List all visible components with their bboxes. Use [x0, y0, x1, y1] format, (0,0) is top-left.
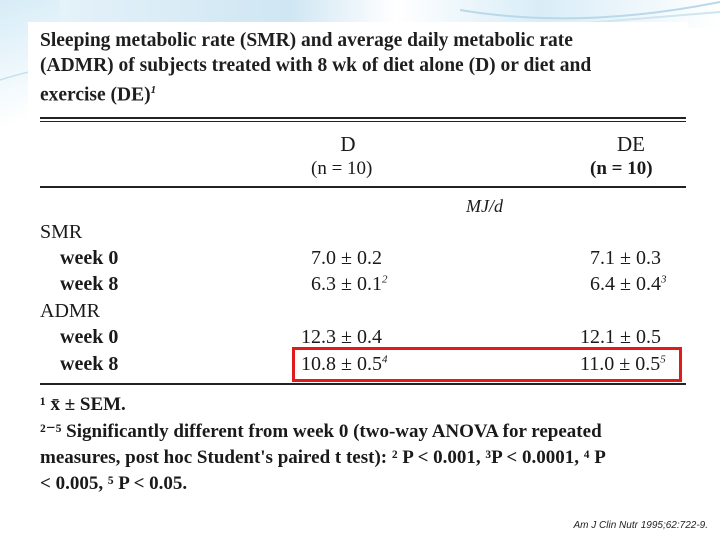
table-top-rule	[40, 117, 686, 119]
column-n-de: (n = 10)	[590, 158, 653, 179]
column-n-d: (n = 10)	[311, 158, 373, 179]
column-header-d: D	[340, 132, 356, 156]
table-caption: Sleeping metabolic rate (SMR) and averag…	[40, 28, 680, 108]
footnote-1: ¹ x̄ ± SEM.	[40, 394, 126, 415]
document-page: Sleeping metabolic rate (SMR) and averag…	[28, 22, 688, 494]
highlight-box-admr-week8	[292, 347, 682, 382]
row-label-smr-week0: week 0	[60, 247, 119, 269]
group-label-admr: ADMR	[40, 300, 101, 322]
citation: Am J Clin Nutr 1995;62:722-9.	[573, 520, 708, 531]
cell-admr-week0-de: 12.1 ± 0.5	[580, 326, 661, 348]
cell-smr-week0-d: 7.0 ± 0.2	[311, 247, 382, 269]
group-label-smr: SMR	[40, 221, 83, 243]
column-header-de: DE	[617, 132, 645, 156]
cell-admr-week8-d: 10.8 ± 0.54	[301, 353, 388, 375]
table-bottom-rule	[40, 383, 686, 385]
caption-line-1: Sleeping metabolic rate (SMR) and averag…	[40, 30, 573, 51]
cell-smr-week8-de: 6.4 ± 0.43	[590, 273, 667, 295]
cell-admr-week8-de: 11.0 ± 0.55	[580, 353, 666, 375]
header-rule	[40, 186, 686, 188]
unit-label: MJ/d	[466, 196, 503, 216]
footnote-2: ²⁻⁵ Significantly different from week 0 …	[40, 421, 602, 442]
cell-smr-week0-de: 7.1 ± 0.3	[590, 247, 661, 269]
row-label-admr-week8: week 8	[60, 353, 119, 375]
caption-line-3: exercise (DE)1	[40, 84, 157, 106]
footnote-4: < 0.005, ⁵ P < 0.05.	[40, 473, 188, 494]
cell-smr-week8-d: 6.3 ± 0.12	[311, 273, 388, 295]
caption-line-2: (ADMR) of subjects treated with 8 wk of …	[40, 55, 592, 76]
row-label-admr-week0: week 0	[60, 326, 119, 348]
row-label-smr-week8: week 8	[60, 273, 119, 295]
footnote-3: measures, post hoc Student's paired t te…	[40, 447, 606, 468]
cell-admr-week0-d: 12.3 ± 0.4	[301, 326, 382, 348]
table-top-rule-2	[40, 121, 686, 122]
